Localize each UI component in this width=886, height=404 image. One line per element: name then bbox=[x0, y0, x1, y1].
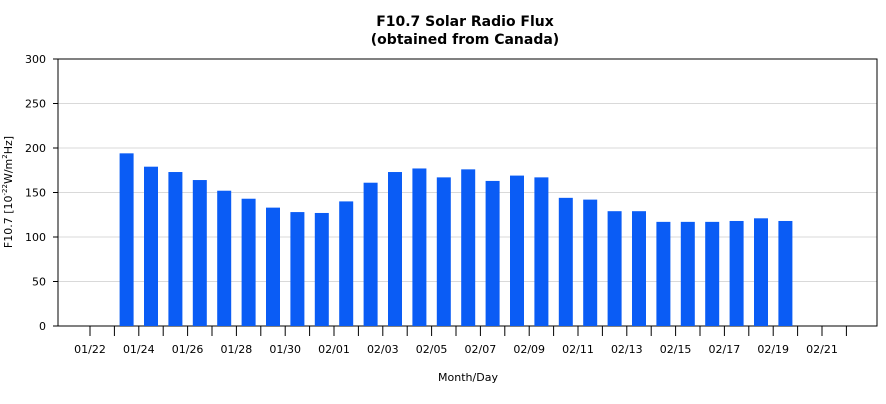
bar bbox=[363, 182, 378, 326]
x-tick-label: 02/15 bbox=[660, 343, 692, 356]
y-tick-label: 0 bbox=[39, 320, 46, 333]
y-axis-label-prefix: F10.7 [10 bbox=[2, 195, 15, 248]
x-tick-label: 01/22 bbox=[74, 343, 106, 356]
bar-layer bbox=[119, 153, 793, 326]
x-tick-label: 01/24 bbox=[123, 343, 155, 356]
x-tick-label: 02/07 bbox=[465, 343, 497, 356]
bar bbox=[217, 190, 232, 326]
bar bbox=[314, 212, 329, 326]
x-tick-label: 02/01 bbox=[318, 343, 350, 356]
y-tick-label: 100 bbox=[25, 231, 46, 244]
y-axis-label-suffix: Hz] bbox=[2, 136, 15, 154]
bar bbox=[754, 218, 768, 326]
chart-title: F10.7 Solar Radio Flux bbox=[376, 14, 554, 30]
x-tick-label: 02/05 bbox=[416, 343, 448, 356]
chart-subtitle: (obtained from Canada) bbox=[371, 32, 559, 48]
bar bbox=[778, 220, 793, 326]
bar bbox=[729, 220, 744, 326]
bar bbox=[241, 198, 256, 326]
x-tick-label: 02/13 bbox=[611, 343, 643, 356]
x-axis-label: Month/Day bbox=[438, 371, 498, 384]
y-tick-label: 200 bbox=[25, 142, 46, 155]
bar bbox=[168, 172, 183, 326]
bar bbox=[632, 211, 646, 326]
bar bbox=[656, 221, 671, 326]
x-tick-label: 02/11 bbox=[562, 343, 594, 356]
bar bbox=[680, 221, 695, 326]
y-axis-label: F10.7 [10-22W/m2Hz] bbox=[1, 136, 15, 248]
bar bbox=[705, 221, 720, 326]
y-axis: 0 50 100 150 200 250 300 bbox=[25, 53, 58, 333]
y-tick-label: 50 bbox=[32, 276, 46, 289]
x-tick-label: 02/17 bbox=[709, 343, 741, 356]
x-tick-label: 01/30 bbox=[269, 343, 301, 356]
x-tick-label: 02/09 bbox=[513, 343, 545, 356]
bar bbox=[119, 153, 134, 326]
bar bbox=[607, 211, 622, 326]
x-axis: 01/22 01/24 01/26 01/28 01/30 02/01 02/03 02/05… bbox=[74, 326, 847, 356]
bar bbox=[510, 175, 524, 326]
bar bbox=[144, 166, 158, 326]
x-tick-label: 02/03 bbox=[367, 343, 399, 356]
x-tick-label: 02/19 bbox=[757, 343, 789, 356]
bar bbox=[583, 199, 598, 326]
bar bbox=[436, 177, 451, 326]
y-tick-label: 150 bbox=[25, 187, 46, 200]
bar bbox=[461, 169, 476, 326]
x-tick-label: 01/26 bbox=[172, 343, 204, 356]
x-tick-label: 02/21 bbox=[806, 343, 838, 356]
y-tick-label: 250 bbox=[25, 98, 46, 111]
y-axis-label-exponent-2: 2 bbox=[1, 154, 9, 158]
bar bbox=[558, 197, 573, 326]
x-tick-label: 01/28 bbox=[221, 343, 253, 356]
bar bbox=[339, 201, 354, 326]
bar bbox=[388, 172, 402, 326]
bar bbox=[290, 212, 305, 326]
y-tick-label: 300 bbox=[25, 53, 46, 66]
bar bbox=[412, 168, 427, 326]
y-axis-label-unit: W/m bbox=[2, 159, 15, 184]
y-axis-label-exponent: -22 bbox=[1, 184, 9, 195]
bar bbox=[485, 180, 500, 326]
bar bbox=[266, 207, 280, 326]
bar bbox=[534, 177, 549, 326]
bar bbox=[192, 180, 207, 326]
